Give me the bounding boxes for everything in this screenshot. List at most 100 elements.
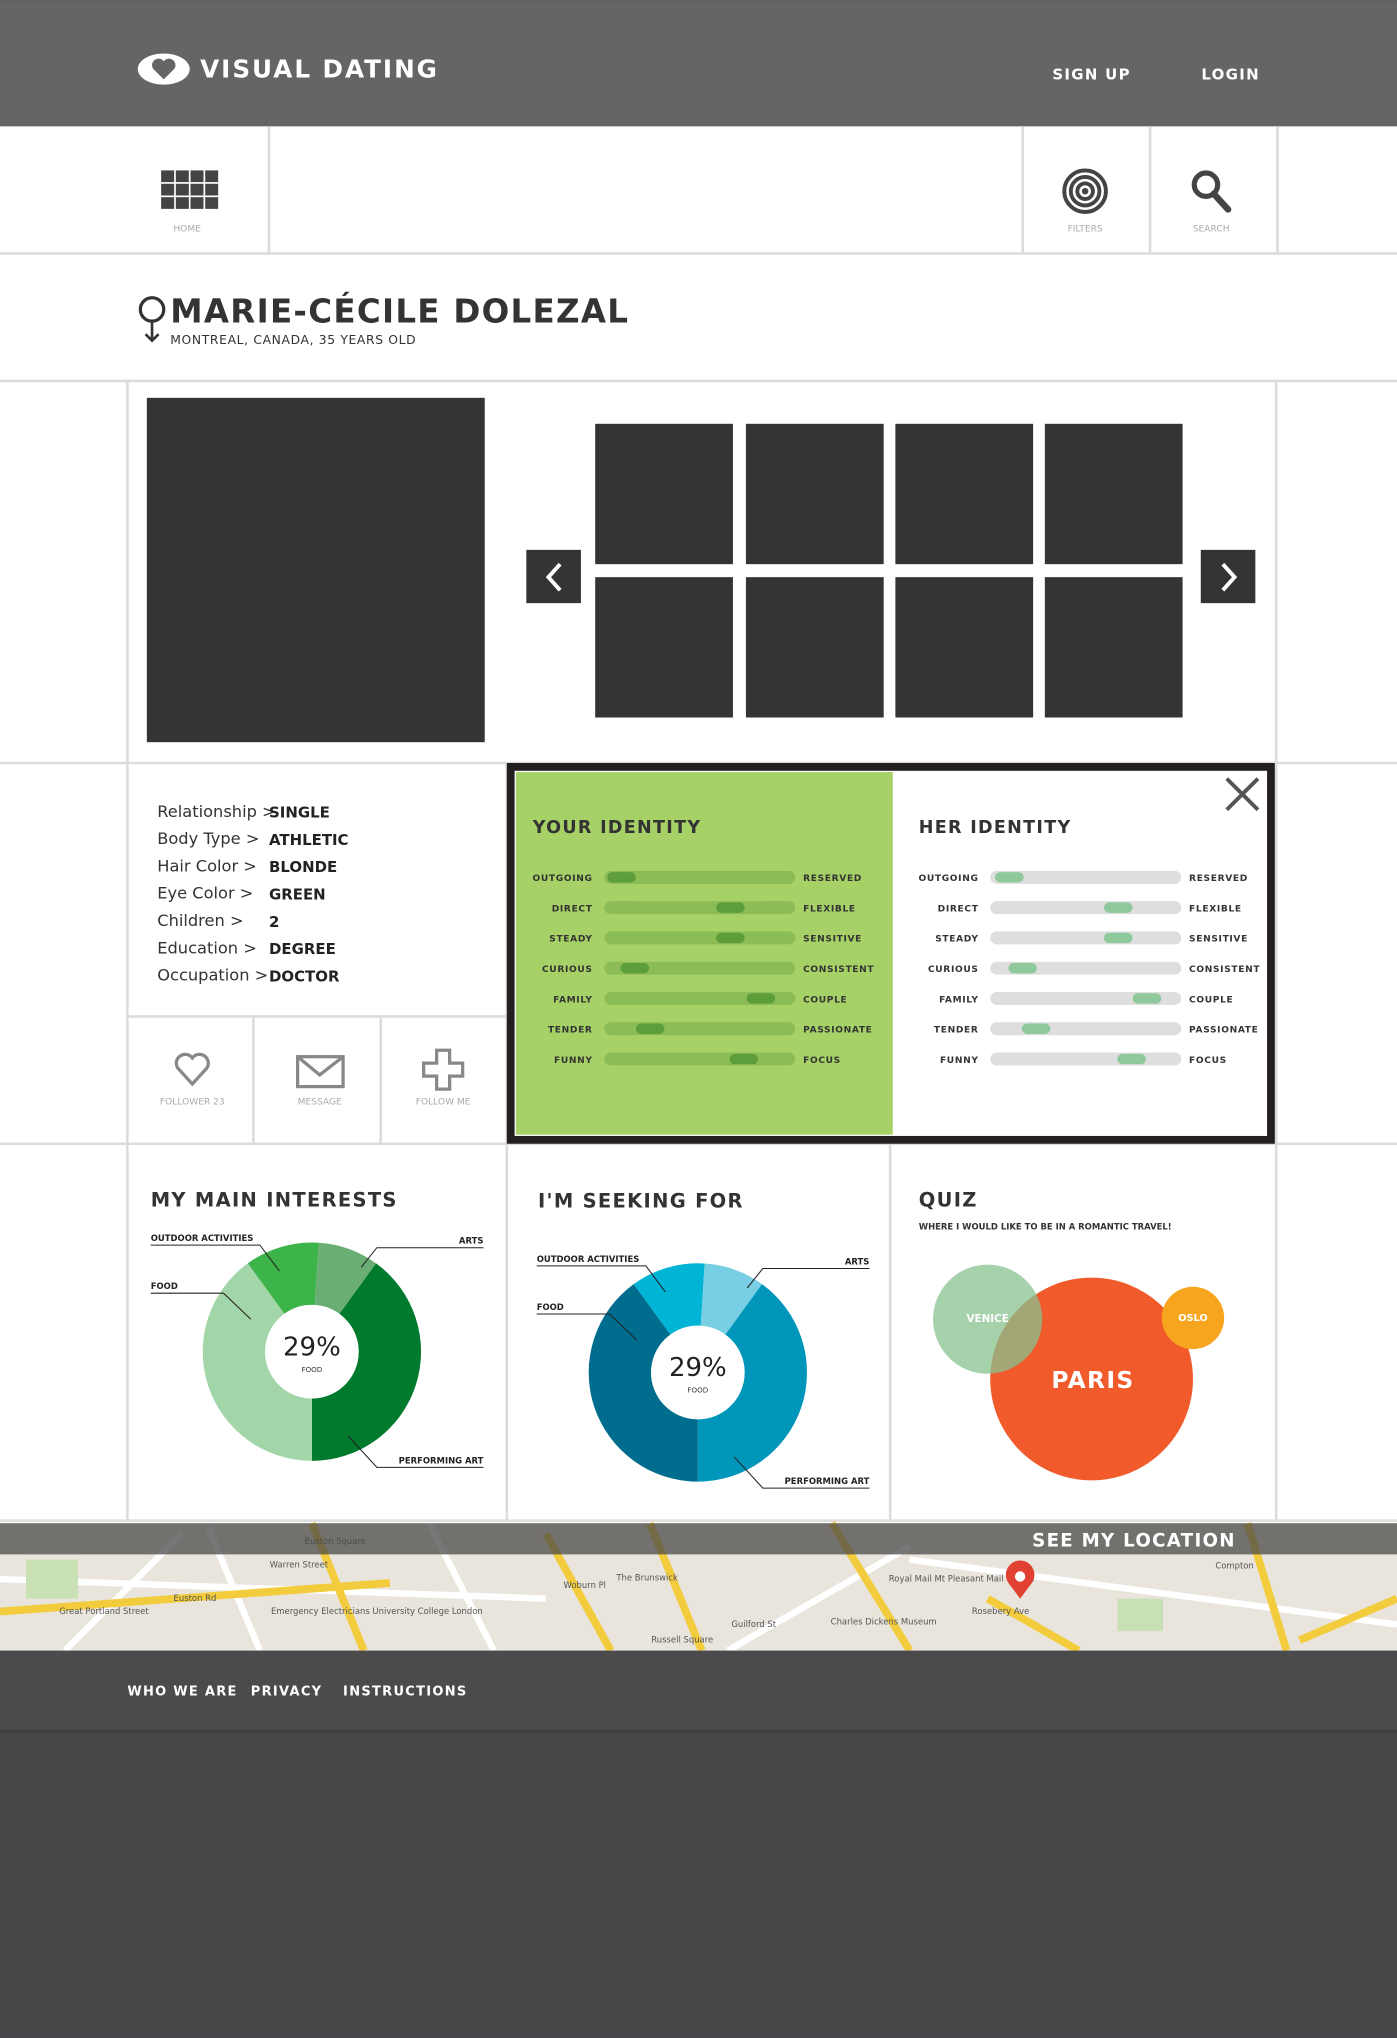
donut-center-label: FOOD [687,1386,708,1395]
bubble-label: VENICE [966,1313,1008,1325]
map-label: Woburn Pl [564,1580,607,1590]
trait-left: OUTGOING [533,874,593,884]
leader-line [536,1313,638,1341]
close-icon[interactable] [1225,777,1260,812]
home-icon-cell [205,197,219,209]
bubble-label: OSLO [1178,1313,1207,1324]
home-icon-cell [161,183,175,196]
map-label: The Brunswick [615,1572,678,1582]
leader-line [360,1247,484,1268]
section-title: MY MAIN INTERESTS [151,1188,398,1211]
action-label[interactable]: FOLLOWER 23 [160,1098,225,1108]
map-road [726,1543,912,1654]
trait-handle [1103,902,1133,913]
plus-icon [422,1048,465,1091]
trait-left: STEADY [549,935,592,945]
detail-value: GREEN [269,886,326,904]
home-icon-cell [190,197,204,209]
trait-right: FOCUS [803,1056,841,1066]
header-link[interactable]: SIGN UP [1052,66,1130,84]
thumbnail [1044,423,1183,565]
identity-title: HER IDENTITY [919,818,1072,838]
footer-link[interactable]: PRIVACY [251,1685,323,1700]
gallery-arrow[interactable] [526,549,581,604]
thumbnail [745,577,884,718]
map-label: Russell Square [651,1635,713,1645]
donut-hole [265,1304,359,1399]
trait-track [604,991,796,1005]
donut-segment [311,1263,422,1461]
trait-right: FOCUS [1189,1056,1227,1066]
section-title: QUIZ [919,1188,978,1211]
donut-segment [700,1263,763,1335]
nav-label[interactable]: SEARCH [1193,224,1230,234]
trait-handle [607,872,636,883]
trait-handle [1132,993,1162,1004]
thumbnail [745,423,884,565]
thumbnail [895,577,1034,718]
trait-right: SENSITIVE [803,935,862,945]
donut-label: OUTDOOR ACTIVITIES [537,1254,640,1264]
trait-left: TENDER [548,1026,593,1036]
trait-track [604,901,796,915]
detail-value: ATHLETIC [269,831,349,849]
donut-hole [651,1325,745,1420]
trait-track [990,870,1182,884]
action-label[interactable]: FOLLOW ME [416,1098,471,1108]
donut-segment [202,1263,312,1461]
action-label[interactable]: MESSAGE [298,1098,342,1108]
detail-value: BLONDE [269,858,337,876]
trait-track [990,991,1182,1005]
nav-label[interactable]: FILTERS [1068,224,1103,234]
map-label: Charles Dickens Museum [831,1616,937,1626]
map-major-road [0,1579,391,1616]
leader-line [746,1267,870,1289]
filters-icon [1068,174,1102,208]
trait-handle [1117,1053,1146,1065]
trait-track [604,870,796,884]
trait-right: FLEXIBLE [803,904,856,914]
map-label: Guilford St [731,1619,776,1629]
trait-handle [635,1023,665,1034]
trait-right: SENSITIVE [1189,935,1248,945]
map-road [909,1556,1397,1628]
detail-label: Occupation > [157,966,268,985]
trait-track [604,1052,796,1066]
detail-label: Body Type > [157,829,259,848]
map-title[interactable]: SEE MY LOCATION [1032,1530,1236,1551]
map-label: Emergency Electricians University Colleg… [271,1606,483,1616]
profile-name: MARIE-CÉCILE DOLEZAL [170,292,629,330]
trait-handle [995,872,1024,883]
trait-right: COUPLE [803,995,847,1005]
trait-handle [716,932,745,944]
trait-handle [729,1053,759,1065]
home-icon-cell [161,170,175,183]
trait-track [604,961,796,975]
donut-center-value: 29% [669,1353,727,1383]
donut-label: ARTS [459,1236,483,1246]
header [0,0,1397,127]
footer-link[interactable]: WHO WE ARE [127,1685,237,1700]
trait-left: CURIOUS [542,965,593,975]
search-icon [1191,170,1221,199]
map-label: Compton [1215,1561,1253,1571]
map-header [0,1523,1397,1555]
home-icon-cell [161,197,175,209]
donut-segment [588,1284,698,1482]
map-park [1117,1598,1164,1632]
header-link[interactable]: LOGIN [1201,66,1260,84]
footer-link[interactable]: INSTRUCTIONS [343,1685,468,1700]
heart-icon [174,1052,210,1087]
trait-track [990,901,1182,915]
gallery-arrow[interactable] [1200,549,1256,604]
bubble-label: PARIS [1051,1366,1134,1394]
donut-label: PERFORMING ART [785,1476,870,1486]
trait-track [604,1022,796,1036]
detail-label: Eye Color > [157,884,253,903]
nav-label[interactable]: HOME [173,224,201,234]
footer [0,1650,1397,1732]
home-icon-cell [175,183,189,196]
trait-right: CONSISTENT [803,965,874,975]
detail-value: SINGLE [269,804,330,822]
